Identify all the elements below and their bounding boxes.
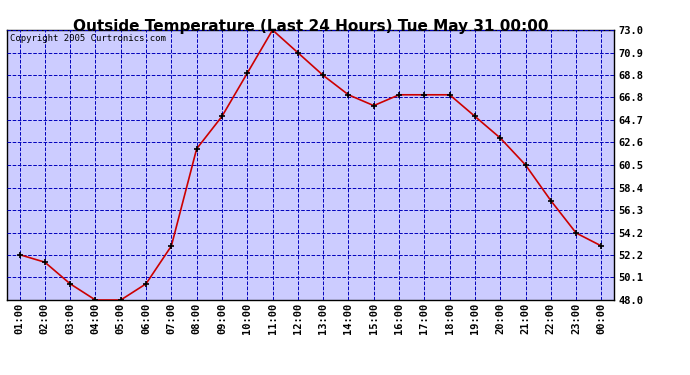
Text: Outside Temperature (Last 24 Hours) Tue May 31 00:00: Outside Temperature (Last 24 Hours) Tue … bbox=[72, 19, 549, 34]
Text: Copyright 2005 Curtronics.com: Copyright 2005 Curtronics.com bbox=[10, 34, 166, 43]
